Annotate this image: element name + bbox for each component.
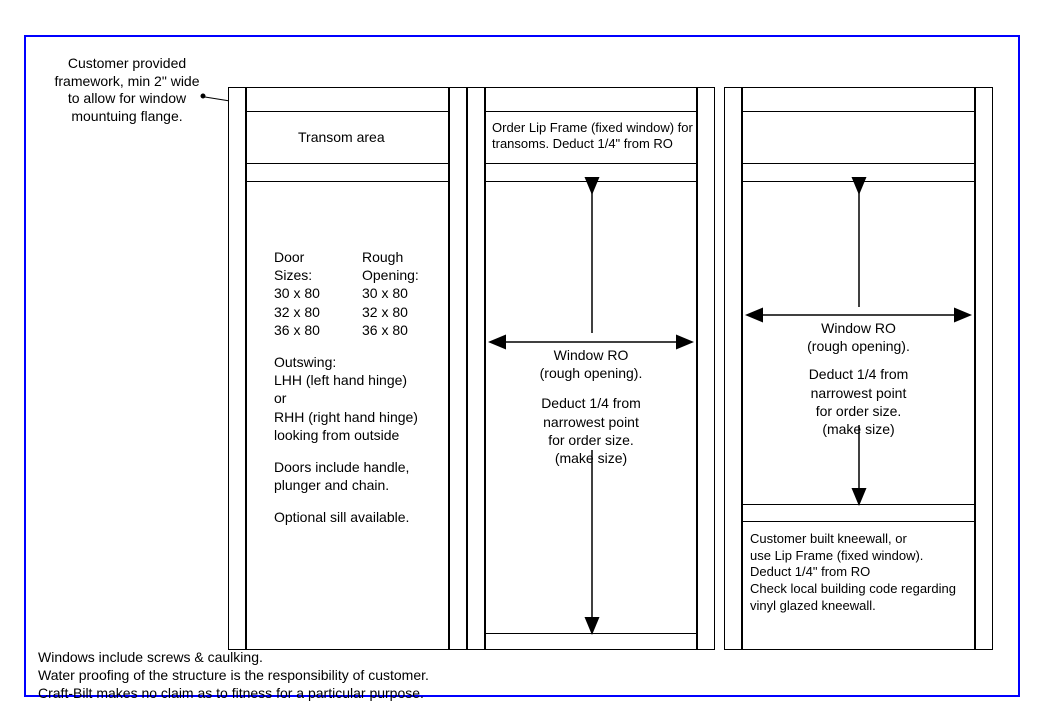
p3-deduct: (make size)	[742, 420, 975, 438]
callout-line: framework, min 2" wide	[42, 73, 212, 91]
p1-opening-label: Opening:	[362, 266, 419, 284]
p1-outswing-label: Outswing:	[274, 353, 454, 371]
callout-line: to allow for window	[42, 90, 212, 108]
footer: Windows include screws & caulking. Water…	[38, 648, 429, 703]
p1-post-left	[228, 87, 246, 650]
p3-kneewall: vinyl glazed kneewall.	[750, 598, 975, 615]
p1-rule	[247, 163, 448, 164]
p3-ro-block: Window RO (rough opening). Deduct 1/4 fr…	[742, 319, 975, 438]
p3-deduct: Deduct 1/4 from	[742, 365, 975, 383]
p3-deduct: for order size.	[742, 402, 975, 420]
p2-deduct: for order size.	[485, 431, 697, 449]
p3-rule	[743, 504, 974, 505]
p1-door-size: 32 x 80	[274, 303, 362, 321]
p3-deduct: narrowest point	[742, 384, 975, 402]
p3-kneewall: Check local building code regarding	[750, 581, 975, 598]
framework-callout: Customer provided framework, min 2" wide…	[42, 55, 212, 125]
p3-rule	[743, 111, 974, 112]
footer-line: Water proofing of the structure is the r…	[38, 666, 429, 684]
callout-line: mountuing flange.	[42, 108, 212, 126]
p2-rule	[486, 181, 696, 182]
p2-rule	[486, 163, 696, 164]
p3-v-arrow-top	[852, 183, 866, 310]
p2-rule	[486, 633, 696, 634]
p3-kneewall: use Lip Frame (fixed window).	[750, 548, 975, 565]
p3-kneewall: Deduct 1/4" from RO	[750, 564, 975, 581]
p3-kneewall: Customer built kneewall, or	[750, 531, 975, 548]
p3-post-right	[975, 87, 993, 650]
p1-rough-size: 30 x 80	[362, 284, 419, 302]
p3-post-left	[724, 87, 742, 650]
p2-deduct: (make size)	[485, 449, 697, 467]
p3-kneewall-block: Customer built kneewall, or use Lip Fram…	[750, 531, 975, 614]
p2-transom-line: transoms. Deduct 1/4" from RO	[492, 136, 697, 152]
p3-ro-caption: Window RO	[742, 319, 975, 337]
p1-rule	[247, 111, 448, 112]
p1-rough-size: 32 x 80	[362, 303, 419, 321]
p2-post-right	[697, 87, 715, 650]
p1-rough-header: Rough	[362, 248, 419, 266]
p1-rule	[247, 181, 448, 182]
p2-ro-sub: (rough opening).	[485, 364, 697, 382]
p1-door-sizes-label: Sizes:	[274, 266, 362, 284]
p1-door-header: Door	[274, 248, 362, 266]
p1-door-size: 30 x 80	[274, 284, 362, 302]
p3-ro-sub: (rough opening).	[742, 337, 975, 355]
p2-rule	[486, 111, 696, 112]
p1-outswing-line: or	[274, 389, 454, 407]
p2-ro-caption: Window RO	[485, 346, 697, 364]
p2-deduct: Deduct 1/4 from	[485, 394, 697, 412]
p1-doors-include: plunger and chain.	[274, 476, 454, 494]
p1-door-size: 36 x 80	[274, 321, 362, 339]
p2-transom-line: Order Lip Frame (fixed window) for	[492, 120, 697, 136]
p3-rule	[743, 163, 974, 164]
footer-line: Windows include screws & caulking.	[38, 648, 429, 666]
p1-doors-include: Doors include handle,	[274, 458, 454, 476]
p2-ro-block: Window RO (rough opening). Deduct 1/4 fr…	[485, 346, 697, 467]
p2-v-arrow-top	[585, 183, 599, 336]
callout-line: Customer provided	[42, 55, 212, 73]
p1-transom-label: Transom area	[298, 128, 385, 146]
p3-rule	[743, 521, 974, 522]
p2-transom-text: Order Lip Frame (fixed window) for trans…	[492, 120, 697, 153]
p1-door-block: Door Sizes: 30 x 80 32 x 80 36 x 80 Roug…	[274, 248, 454, 526]
p1-outswing-line: looking from outside	[274, 426, 454, 444]
p2-deduct: narrowest point	[485, 413, 697, 431]
p3-rule	[743, 181, 974, 182]
p1-outswing-line: LHH (left hand hinge)	[274, 371, 454, 389]
p2-post-left	[467, 87, 485, 650]
p1-rough-size: 36 x 80	[362, 321, 419, 339]
p2-v-arrow-bot	[585, 450, 599, 630]
p1-optional-sill: Optional sill available.	[274, 508, 454, 526]
p1-outswing-line: RHH (right hand hinge)	[274, 408, 454, 426]
